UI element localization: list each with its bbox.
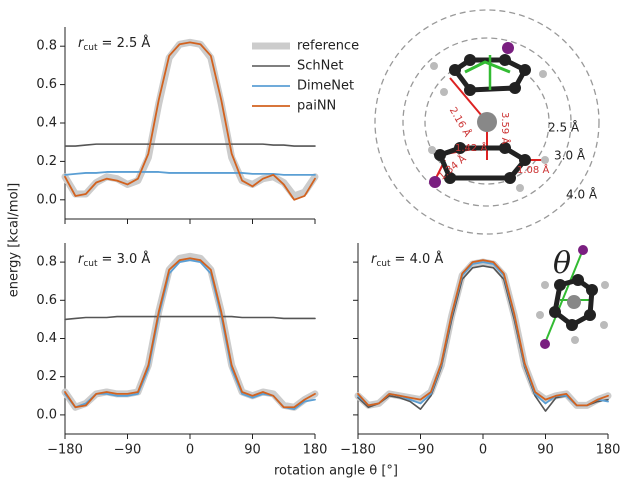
legend-label: DimeNet (297, 79, 354, 94)
y-tick-label: 0.0 (36, 407, 57, 422)
annotation: rcut = 4.0 Å (371, 251, 443, 269)
circle-label: 2.5 Å (548, 120, 580, 135)
series-line (64, 41, 316, 201)
legend-label: SchNet (297, 59, 343, 74)
x-tick-label: 180 (303, 443, 328, 458)
series-line (64, 171, 316, 176)
molecule-rotated (536, 245, 609, 349)
x-tick-label: −180 (340, 443, 376, 458)
series-line (61, 252, 319, 411)
x-tick-label: 90 (537, 443, 554, 458)
annotation-part: cut (83, 43, 98, 53)
bond-label: 1.08 Å (517, 163, 549, 176)
y-tick-label: 0.2 (36, 369, 57, 384)
annotation-part: = 2.5 Å (102, 35, 151, 51)
annotation: rcut = 2.5 Å (78, 35, 150, 53)
y-tick-label: 0.0 (36, 192, 57, 207)
annotation-part: = 4.0 Å (395, 251, 444, 267)
x-tick-label: −90 (114, 443, 141, 458)
y-tick-label: 0.8 (36, 255, 57, 270)
x-tick-label: −180 (47, 443, 83, 458)
circle-label: 3.0 Å (554, 148, 586, 163)
x-axis-label: rotation angle θ [°] (274, 464, 398, 479)
series-line (357, 259, 609, 407)
y-tick-label: 0.6 (36, 77, 57, 92)
y-tick-label: 0.6 (36, 293, 57, 308)
annotation: rcut = 3.0 Å (78, 251, 150, 269)
annotation-part: cut (376, 259, 391, 269)
x-tick-label: 0 (186, 443, 194, 458)
annotation-part: cut (83, 259, 98, 269)
series-line (64, 259, 316, 411)
y-tick-label: 0.4 (36, 116, 57, 131)
bond-label: 3.59 Å (499, 112, 512, 144)
series-line (357, 265, 609, 412)
y-axis-label: energy [kcal/mol] (7, 183, 22, 297)
y-tick-label: 0.2 (36, 154, 57, 169)
bond-label: 1.42 Å (455, 141, 487, 154)
annotation-part: r (371, 252, 378, 267)
y-tick-label: 0.8 (36, 39, 57, 54)
x-tick-label: 0 (479, 443, 487, 458)
annotation-part: r (78, 252, 85, 267)
molecule-diagram (374, 9, 600, 235)
series-line (64, 315, 316, 321)
y-tick-label: 0.4 (36, 331, 57, 346)
x-tick-label: 180 (596, 443, 621, 458)
series-line (64, 143, 316, 147)
annotation-part: = 3.0 Å (102, 251, 151, 267)
circle-label: 4.0 Å (566, 187, 598, 202)
legend-label: paiNN (297, 99, 336, 114)
series-line (64, 257, 316, 409)
x-tick-label: −90 (407, 443, 434, 458)
bond-label: 2.16 Å (447, 105, 474, 140)
legend-label: reference (297, 39, 359, 54)
theta-label: θ (553, 246, 571, 281)
x-tick-label: 90 (244, 443, 261, 458)
annotation-part: r (78, 36, 85, 51)
